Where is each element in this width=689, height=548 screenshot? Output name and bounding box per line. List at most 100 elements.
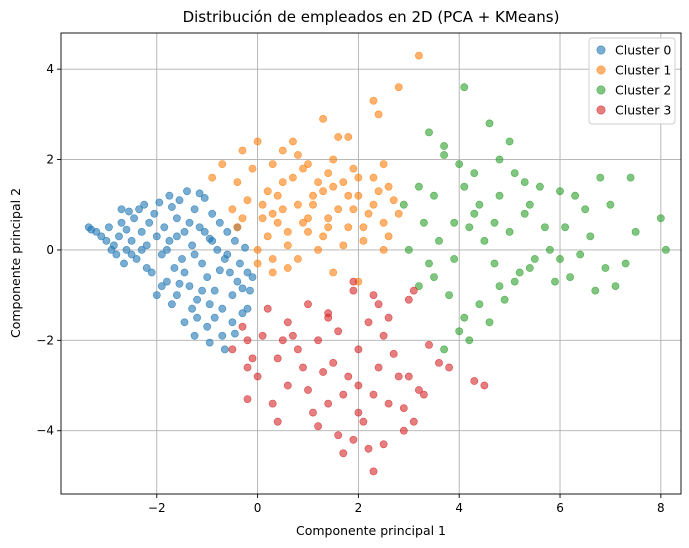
- data-point: [283, 381, 292, 390]
- data-point: [319, 187, 327, 196]
- data-point: [450, 218, 459, 227]
- data-point: [127, 250, 136, 259]
- legend-marker: [596, 45, 606, 55]
- data-point: [339, 178, 348, 186]
- data-point: [324, 399, 333, 408]
- data-point: [218, 160, 227, 168]
- data-point: [210, 313, 219, 322]
- data-point: [465, 223, 474, 232]
- plot-frame: [60, 32, 682, 495]
- legend: Cluster 0 Cluster 1 Cluster 2 Cluster 3: [588, 37, 676, 125]
- data-point: [349, 164, 358, 173]
- data-point: [188, 304, 196, 313]
- data-point: [258, 200, 267, 209]
- data-point: [185, 282, 194, 290]
- y-tick-label: 2: [46, 153, 54, 167]
- data-point: [200, 227, 209, 236]
- data-point: [273, 191, 282, 200]
- data-point: [455, 327, 464, 336]
- data-point: [162, 245, 171, 254]
- data-point: [344, 133, 353, 141]
- legend-label: Cluster 1: [615, 63, 671, 78]
- data-point: [591, 286, 600, 295]
- data-point: [339, 390, 348, 399]
- data-point: [170, 264, 179, 272]
- data-point: [364, 318, 373, 327]
- data-point: [470, 209, 479, 218]
- data-point: [354, 381, 363, 390]
- data-point: [183, 187, 191, 196]
- x-axis-ticks: −2 0 2 4 6 8: [148, 494, 665, 515]
- data-point: [344, 223, 353, 232]
- data-point: [208, 236, 217, 245]
- data-point: [278, 205, 287, 214]
- data-point: [480, 236, 489, 245]
- data-point: [248, 273, 257, 281]
- data-point: [430, 273, 438, 281]
- x-tick-label: 6: [556, 501, 564, 515]
- data-point: [165, 236, 174, 245]
- data-point: [157, 250, 166, 259]
- data-point: [246, 286, 254, 295]
- y-axis-label: Componente principal 2: [8, 188, 23, 338]
- data-point: [425, 128, 433, 137]
- data-point: [233, 223, 242, 232]
- data-point: [268, 160, 277, 168]
- data-point: [172, 291, 181, 299]
- data-point: [253, 137, 262, 146]
- data-point: [334, 205, 343, 214]
- data-point: [230, 329, 239, 338]
- data-point: [175, 196, 184, 205]
- data-point: [354, 345, 363, 354]
- y-axis-ticks: −4 −2 0 2 4: [36, 62, 61, 438]
- data-point: [268, 399, 277, 408]
- data-point: [601, 264, 610, 272]
- data-point: [228, 345, 237, 354]
- data-point: [490, 218, 499, 227]
- data-point: [288, 331, 297, 340]
- legend-marker: [596, 65, 606, 75]
- data-point: [440, 345, 448, 354]
- data-point: [662, 245, 670, 254]
- data-point: [278, 178, 287, 186]
- data-point: [273, 354, 282, 363]
- data-point: [435, 236, 443, 245]
- data-point: [228, 291, 237, 299]
- data-point: [551, 277, 559, 286]
- data-point: [369, 96, 378, 105]
- data-point: [180, 318, 189, 327]
- data-point: [304, 300, 312, 309]
- data-point: [205, 300, 214, 309]
- x-tick-label: 4: [455, 501, 463, 515]
- data-point: [238, 146, 247, 155]
- legend-item: Cluster 2: [596, 83, 671, 98]
- data-point: [278, 336, 287, 345]
- data-point: [460, 313, 469, 322]
- data-point: [319, 368, 327, 376]
- data-point: [155, 198, 164, 207]
- data-point: [142, 241, 151, 250]
- data-point: [419, 390, 428, 399]
- data-point: [364, 209, 373, 218]
- data-point: [185, 218, 194, 227]
- data-point: [132, 255, 141, 263]
- legend-marker: [596, 85, 606, 95]
- legend-box: [588, 37, 676, 125]
- data-point: [379, 331, 388, 340]
- data-point: [180, 227, 189, 236]
- data-point: [208, 209, 217, 218]
- data-point: [195, 223, 204, 232]
- data-point: [349, 286, 358, 295]
- data-point: [130, 214, 138, 223]
- y-tick-label: −2: [36, 333, 54, 347]
- data-point: [414, 51, 423, 60]
- data-point: [117, 205, 126, 214]
- data-point: [127, 236, 136, 245]
- data-point: [84, 223, 93, 232]
- data-point: [480, 381, 489, 390]
- data-point: [253, 245, 262, 254]
- data-point: [167, 203, 176, 211]
- data-point: [596, 173, 605, 182]
- data-point: [223, 250, 232, 259]
